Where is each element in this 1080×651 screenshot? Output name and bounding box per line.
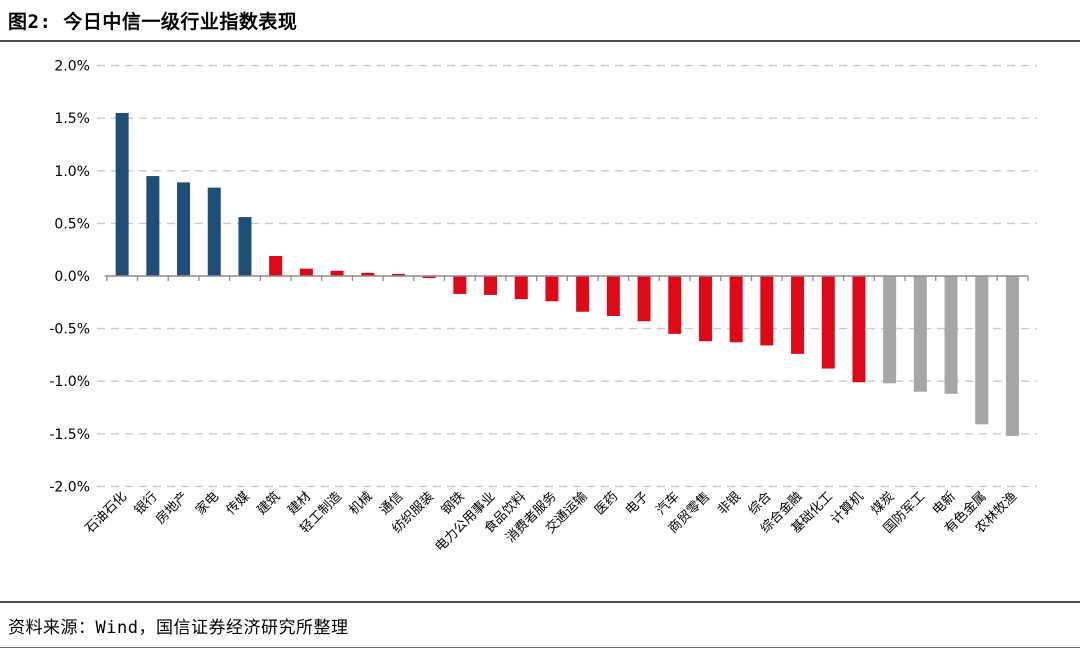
title-divider bbox=[0, 40, 1080, 42]
chart-bar bbox=[330, 270, 344, 276]
gridlines bbox=[97, 64, 1037, 488]
chart-bar bbox=[883, 276, 897, 384]
chart-bar bbox=[729, 276, 743, 343]
chart-bar bbox=[852, 276, 866, 383]
x-category-label: 计算机 bbox=[829, 489, 867, 527]
y-tick-label: 1.0% bbox=[54, 164, 90, 180]
x-category-label: 传媒 bbox=[224, 489, 253, 518]
chart-bar bbox=[576, 276, 590, 312]
y-tick-label: -1.5% bbox=[49, 427, 90, 443]
chart-bar bbox=[545, 276, 559, 302]
chart-bar bbox=[177, 182, 191, 276]
chart-bar bbox=[146, 176, 160, 276]
chart-bar bbox=[361, 272, 375, 276]
chart-bar bbox=[238, 217, 252, 276]
x-category-label: 非银 bbox=[715, 489, 744, 518]
chart-bar bbox=[760, 276, 774, 346]
chart-bar bbox=[944, 276, 958, 394]
x-category-label: 家电 bbox=[192, 489, 222, 519]
x-category-label: 石油石化 bbox=[83, 489, 130, 536]
y-tick-label: 0.5% bbox=[54, 216, 90, 232]
chart-bar bbox=[791, 276, 805, 354]
y-tick-label: -2.0% bbox=[49, 479, 90, 495]
chart-bar bbox=[391, 273, 405, 276]
chart-bar bbox=[299, 268, 313, 276]
chart-bar bbox=[453, 276, 467, 294]
x-category-label: 建筑 bbox=[254, 489, 284, 519]
chart-bar bbox=[975, 276, 989, 425]
x-category-label: 机械 bbox=[347, 489, 376, 518]
y-tick-label: -0.5% bbox=[49, 322, 90, 338]
x-category-label: 电子 bbox=[623, 489, 652, 518]
chart-bar bbox=[269, 256, 283, 276]
bottom-divider bbox=[0, 647, 1080, 648]
bars bbox=[115, 112, 1019, 436]
y-tick-label: 0.0% bbox=[54, 269, 90, 285]
chart-bar bbox=[514, 276, 528, 300]
x-axis bbox=[104, 275, 1029, 281]
y-tick-label: 1.5% bbox=[54, 111, 90, 127]
y-tick-label: -1.0% bbox=[49, 374, 90, 390]
chart-bar bbox=[698, 276, 712, 342]
chart-bar bbox=[207, 187, 221, 276]
industry-index-bar-chart: 2.0% 1.5% 1.0% 0.5% 0.0% -0.5% -1.0% -1.5% -2.0%… bbox=[0, 44, 1080, 600]
footer-divider bbox=[0, 601, 1080, 603]
chart-bar bbox=[637, 276, 651, 322]
chart-canvas: 2.0% 1.5% 1.0% 0.5% 0.0% -0.5% -1.0% -1.5% -2.0%… bbox=[49, 59, 1037, 555]
chart-bar bbox=[115, 112, 129, 276]
chart-bar bbox=[821, 276, 835, 369]
chart-bar bbox=[606, 276, 620, 316]
chart-bar bbox=[422, 276, 436, 279]
chart-bar bbox=[668, 276, 682, 334]
x-category-label: 医药 bbox=[592, 489, 621, 518]
chart-bar bbox=[913, 276, 927, 392]
source-note: 资料来源：Wind，国信证券经济研究所整理 bbox=[8, 618, 349, 638]
chart-bar bbox=[1005, 276, 1019, 436]
x-category-label: 房地产 bbox=[152, 489, 191, 528]
y-axis-labels: 2.0% 1.5% 1.0% 0.5% 0.0% -0.5% -1.0% -1.5% -2.0% bbox=[49, 59, 90, 496]
figure-title: 图2: 今日中信一级行业指数表现 bbox=[8, 11, 298, 33]
chart-bar bbox=[484, 276, 498, 295]
y-tick-label: 2.0% bbox=[54, 59, 90, 75]
